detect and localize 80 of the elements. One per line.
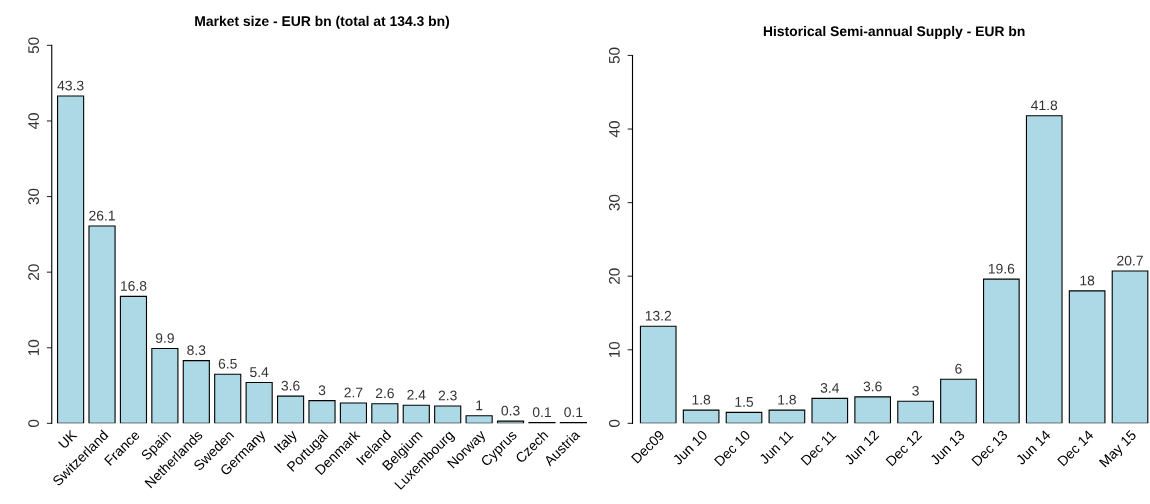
x-tick-label: Dec 13 [971, 429, 1009, 467]
x-tick-label: Jun 12 [843, 429, 880, 466]
data-label: 20.7 [1117, 255, 1143, 266]
bar [339, 402, 368, 424]
data-label: 2.4 [407, 389, 426, 400]
y-tick-label: 30 [28, 188, 40, 205]
y-tick-label: 20 [608, 268, 620, 284]
bar [854, 396, 892, 424]
bar [434, 405, 462, 424]
data-label: 1.5 [735, 397, 754, 407]
data-label: 3.6 [281, 380, 300, 391]
data-label: 5.4 [250, 367, 269, 378]
bar [1111, 270, 1149, 424]
bar [1068, 290, 1106, 424]
bar [496, 420, 525, 424]
y-tick-label: 50 [608, 47, 620, 64]
bar [182, 360, 210, 424]
y-tick-label: 0 [28, 419, 40, 428]
chart-title: Market size - EUR bn (total at 134.3 bn) [195, 15, 450, 29]
y-tick-label: 20 [28, 264, 40, 280]
data-label: 3 [318, 385, 326, 396]
x-tick-label: Dec 14 [1057, 429, 1095, 467]
y-tick-label: 50 [28, 37, 40, 54]
bar [151, 347, 179, 424]
data-label: 6 [955, 363, 962, 374]
bar [119, 295, 148, 424]
y-tick-label: 40 [28, 113, 40, 130]
bar [682, 409, 720, 424]
data-label: 0.1 [564, 407, 583, 418]
bar [57, 95, 85, 424]
bar [402, 404, 430, 424]
data-label: 19.6 [988, 263, 1015, 274]
y-tick-label: 0 [608, 419, 620, 428]
x-tick-label: Jun 10 [672, 429, 708, 466]
data-label: 43.3 [57, 80, 84, 91]
chart-title: Historical Semi-annual Supply - EUR bn [763, 25, 1025, 39]
bar [465, 415, 493, 424]
bar [308, 400, 336, 424]
data-label: 26.1 [89, 210, 115, 221]
data-label: 2.3 [438, 390, 457, 401]
bar [768, 409, 806, 424]
y-tick-label: 40 [608, 121, 620, 138]
data-label: 41.8 [1031, 100, 1058, 111]
bar [811, 397, 849, 424]
x-tick-label: Dec 10 [713, 429, 751, 467]
x-tick-label: Jun 11 [758, 429, 794, 465]
data-label: 0.1 [532, 407, 551, 418]
data-label: 2.7 [344, 387, 363, 398]
data-label: 1.8 [778, 394, 796, 405]
data-label: 2.6 [375, 388, 394, 399]
data-label: 1 [476, 400, 483, 411]
y-tick-label: 30 [608, 194, 620, 211]
bar [897, 400, 934, 424]
y-tick-label: 10 [28, 339, 40, 356]
bar [214, 373, 242, 424]
bar [639, 325, 677, 424]
bar [725, 411, 763, 424]
bar [276, 395, 305, 424]
data-label: 3.4 [820, 382, 840, 393]
bar [245, 381, 273, 424]
bar [1025, 115, 1063, 424]
data-label: 6.5 [218, 358, 237, 369]
y-tick-label: 10 [608, 341, 620, 358]
x-tick-label: Jun 13 [929, 429, 966, 466]
data-label: 1.8 [692, 394, 711, 405]
x-tick-label: Dec 11 [800, 429, 837, 466]
bar [371, 403, 399, 424]
data-label: 18 [1080, 275, 1095, 286]
data-label: 3.6 [863, 381, 882, 392]
data-label: 0.3 [501, 405, 520, 416]
data-label: 3 [912, 385, 919, 396]
data-label: 9.9 [155, 333, 174, 343]
data-label: 8.3 [187, 345, 206, 356]
bar [982, 278, 1020, 424]
x-tick-label: Jun 14 [1015, 429, 1052, 466]
x-tick-label: Dec 12 [885, 429, 923, 467]
bar [940, 378, 977, 424]
data-label: 13.2 [645, 310, 672, 321]
bar [88, 225, 116, 424]
data-label: 16.8 [121, 280, 147, 291]
